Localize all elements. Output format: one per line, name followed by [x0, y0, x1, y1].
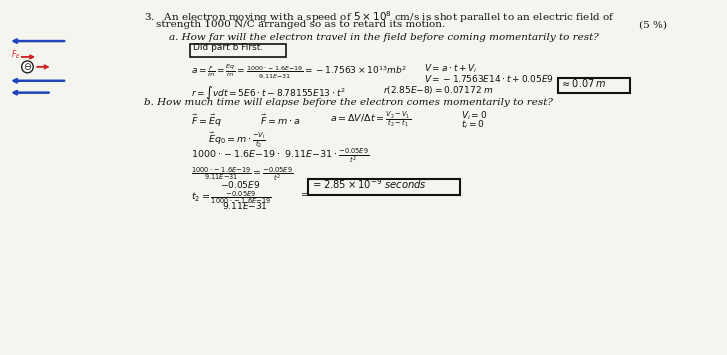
Text: strength 1000 N/C arranged so as to retard its motion.: strength 1000 N/C arranged so as to reta…: [156, 20, 445, 29]
Text: $t_2=\frac{-0.05E9}{1000\cdot-1.6E{-19}}$: $t_2=\frac{-0.05E9}{1000\cdot-1.6E{-19}}…: [190, 189, 271, 206]
Text: $\ominus$: $\ominus$: [23, 61, 32, 72]
Text: 3.   An electron moving with a speed of $5\times10^{8}$ cm/s is shot parallel to: 3. An electron moving with a speed of $5…: [144, 9, 615, 25]
Text: $V_i=0$: $V_i=0$: [461, 110, 487, 122]
Circle shape: [22, 61, 33, 73]
Text: $F_E$: $F_E$: [11, 49, 21, 61]
Text: $r=\int vdt=5E6\cdot t-8.78155E13\cdot t^2$: $r=\int vdt=5E6\cdot t-8.78155E13\cdot t…: [190, 84, 345, 100]
Text: $a=\Delta V/\Delta t=\frac{V_2-V_1}{t_2-t_1}$: $a=\Delta V/\Delta t=\frac{V_2-V_1}{t_2-…: [329, 110, 411, 130]
Text: $-0.05E9$: $-0.05E9$: [220, 179, 260, 190]
Text: Did part b First.: Did part b First.: [193, 43, 263, 52]
FancyBboxPatch shape: [308, 180, 459, 195]
Text: $V=-1.7563E14\cdot t+0.05E9$: $V=-1.7563E14\cdot t+0.05E9$: [425, 73, 554, 84]
Text: $\vec{F}=m\cdot a$: $\vec{F}=m\cdot a$: [260, 113, 300, 127]
Text: (5 %): (5 %): [638, 20, 667, 29]
Text: $9.11E{-31}$: $9.11E{-31}$: [222, 200, 268, 211]
Text: $V=a\cdot t+V_i$: $V=a\cdot t+V_i$: [425, 63, 478, 75]
FancyBboxPatch shape: [190, 44, 286, 58]
Text: $a=\frac{F}{m}=\frac{Eq}{m}=\frac{1000\cdot-1.6E{-19}}{9.11E{-31}}=-1.7563\times: $a=\frac{F}{m}=\frac{Eq}{m}=\frac{1000\c…: [190, 63, 406, 81]
FancyBboxPatch shape: [558, 78, 630, 93]
Text: $=2.85\times10^{-9}\ seconds$: $=2.85\times10^{-9}\ seconds$: [311, 177, 427, 191]
Text: a. How far will the electron travel in the field before coming momentarily to re: a. How far will the electron travel in t…: [169, 33, 599, 42]
Text: $1000\cdot-1.6E{-19}\cdot\ 9.11E{-31}\cdot\frac{-0.05E9}{t^2}$: $1000\cdot-1.6E{-19}\cdot\ 9.11E{-31}\cd…: [190, 147, 369, 165]
Text: b. How much time will elapse before the electron comes momentarily to rest?: b. How much time will elapse before the …: [144, 98, 553, 106]
Text: $r(2.85E{-8})=0.07172\ m$: $r(2.85E{-8})=0.07172\ m$: [383, 84, 494, 96]
Text: $t_i=0$: $t_i=0$: [461, 119, 485, 131]
Text: $\vec{E}q_0=m\cdot\frac{-V_i}{t_2}$: $\vec{E}q_0=m\cdot\frac{-V_i}{t_2}$: [208, 130, 266, 150]
Text: $\vec{F}=\vec{E}q$: $\vec{F}=\vec{E}q$: [190, 113, 222, 129]
Text: $\frac{1000\cdot-1.6E{-19}}{9.11E{-31}}=\frac{-0.05E9}{t^2}$: $\frac{1000\cdot-1.6E{-19}}{9.11E{-31}}=…: [190, 165, 293, 183]
Text: =: =: [301, 190, 309, 199]
Text: $\approx0.07\,m$: $\approx0.07\,m$: [561, 77, 606, 89]
